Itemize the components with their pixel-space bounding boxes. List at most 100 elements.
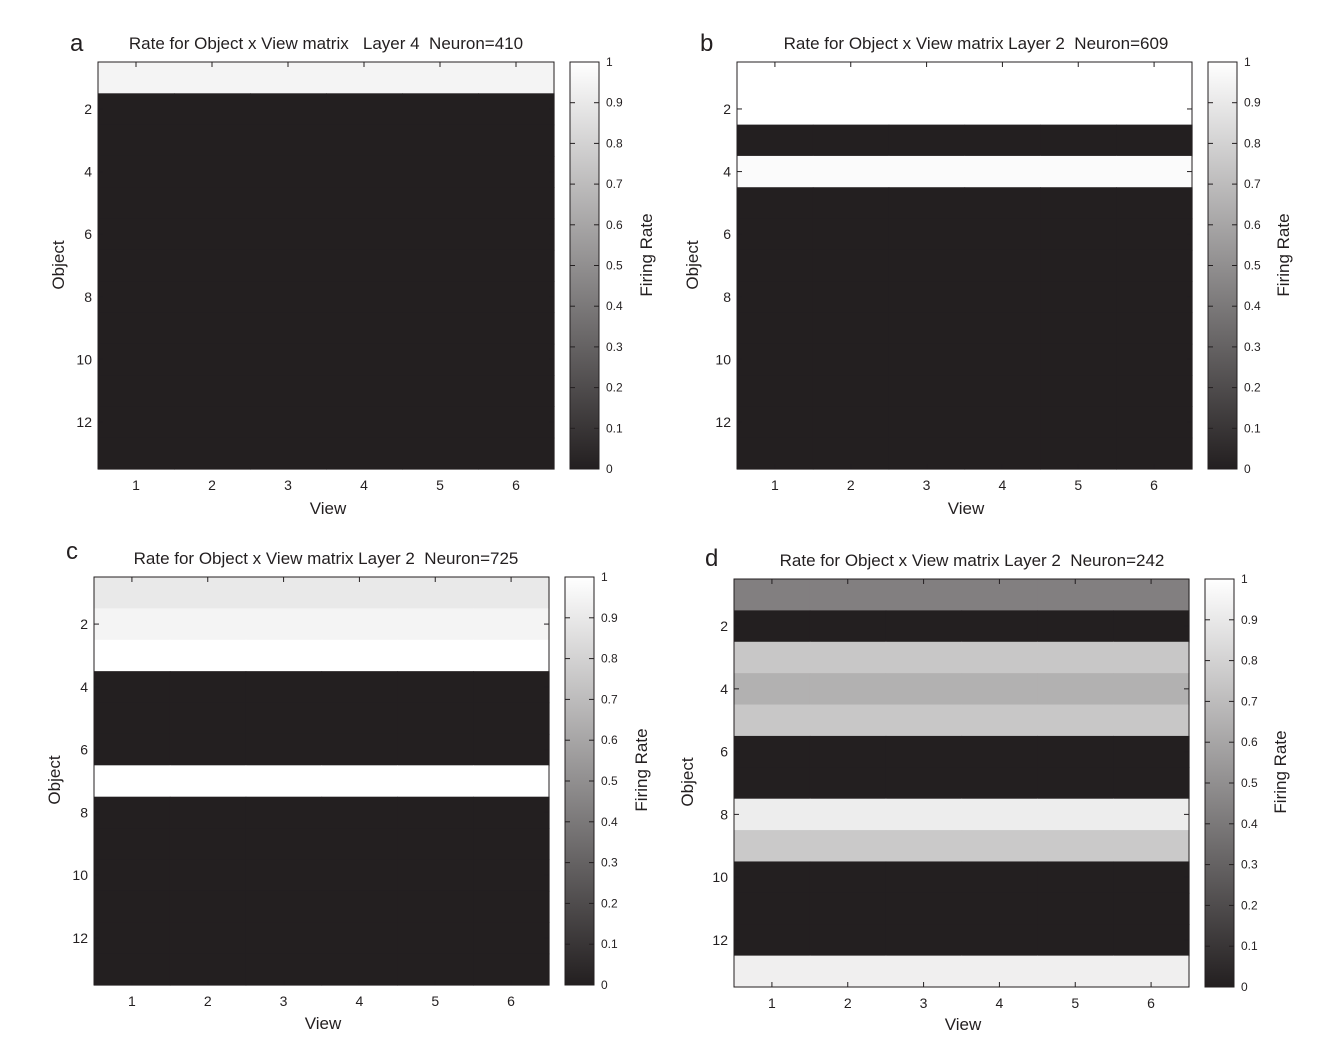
- colorbar-tick-label: 0.1: [1241, 939, 1258, 953]
- heatmap-cell: [1040, 218, 1117, 251]
- heatmap-cell: [169, 859, 247, 892]
- heatmap-cell: [809, 704, 887, 737]
- heatmap-cell: [888, 187, 966, 220]
- heatmap-cell: [169, 922, 247, 955]
- heatmap-cell: [964, 62, 1041, 94]
- y-ticks: 2 4 6 8 10 12: [715, 101, 1192, 430]
- y-ticks: 2 4 6 8 10 12: [712, 618, 1189, 948]
- heatmap-cell: [245, 671, 323, 704]
- x-tick-label: 2: [204, 993, 212, 1009]
- heatmap-cell: [812, 375, 890, 407]
- heatmap-cell: [326, 62, 403, 94]
- heatmap-cell: [169, 765, 247, 798]
- colorbar-tick-label: 0.7: [1244, 177, 1261, 191]
- x-tick-label: 3: [923, 477, 931, 493]
- colorbar-tick-label: 1: [606, 55, 613, 69]
- heatmap-cells: [734, 579, 1190, 988]
- colorbar-tick-label: 0.2: [606, 381, 623, 395]
- heatmap-cell: [326, 93, 403, 126]
- heatmap-cell: [964, 249, 1041, 282]
- heatmap-cell: [478, 406, 555, 439]
- heatmap-cell: [1116, 343, 1193, 376]
- heatmap-cell: [1037, 641, 1114, 674]
- heatmap-cell: [888, 406, 966, 439]
- heatmap-cell: [888, 281, 966, 314]
- heatmap-cell: [326, 281, 403, 314]
- x-tick-label: 3: [284, 477, 292, 493]
- heatmap-cell: [321, 922, 398, 955]
- heatmap-cells: [737, 62, 1193, 470]
- heatmap-cell: [326, 406, 403, 439]
- heatmap-cell: [473, 671, 550, 704]
- colorbar-tick-label: 1: [1244, 55, 1251, 69]
- colorbar-tick-label: 0.1: [601, 937, 618, 951]
- heatmap-cell: [961, 641, 1038, 674]
- x-tick-label: 2: [208, 477, 216, 493]
- heatmap-cell: [397, 859, 474, 892]
- heatmap-cell: [98, 62, 175, 94]
- heatmap-cell: [1113, 641, 1190, 674]
- heatmap-cell: [478, 281, 555, 314]
- heatmap-cell: [737, 187, 814, 220]
- colorbar-label: Firing Rate: [637, 213, 656, 296]
- y-ticks: 2 4 6 8 10 12: [72, 616, 549, 946]
- heatmap-cell: [961, 579, 1038, 611]
- panel-letter: c: [66, 538, 78, 565]
- colorbar-ticks: 0 0.1 0.2 0.3 0.4 0.5 0.6 0.7 0.8 0.9 1: [565, 570, 618, 992]
- heatmap-cell: [809, 798, 887, 831]
- heatmap-cell: [169, 702, 247, 735]
- colorbar-ticks: 0 0.1 0.2 0.3 0.4 0.5 0.6 0.7 0.8 0.9 1: [1205, 572, 1258, 994]
- heatmap-cell: [812, 343, 890, 376]
- heatmap-cell: [174, 93, 251, 126]
- heatmap-cell: [737, 62, 814, 94]
- x-ticks: 1 2 3 4 5 6: [128, 577, 515, 1009]
- heatmap-cell: [321, 796, 398, 829]
- colorbar-tick-label: 0.7: [1241, 694, 1258, 708]
- heatmap-cell: [478, 187, 555, 220]
- colorbar-tick-label: 0.8: [601, 652, 618, 666]
- colorbar-tick-label: 0: [1241, 980, 1248, 994]
- heatmap-cell: [885, 579, 963, 611]
- heatmap-cell: [169, 890, 247, 923]
- x-tick-label: 1: [771, 477, 779, 493]
- heatmap-cell: [1116, 62, 1193, 94]
- heatmap-cell: [1116, 124, 1193, 157]
- heatmap-cell: [98, 187, 175, 220]
- colorbar-tick-label: 0.9: [606, 96, 623, 110]
- colorbar-tick-label: 0.3: [1241, 858, 1258, 872]
- heatmap-cell: [1040, 93, 1117, 126]
- colorbar-tick-label: 0.8: [606, 136, 623, 150]
- heatmap-cell: [478, 155, 555, 188]
- heatmap-cell: [478, 375, 555, 407]
- y-ticks: 2 4 6 8 10 12: [76, 101, 554, 430]
- x-tick-label: 2: [844, 995, 852, 1011]
- colorbar-tick-label: 0: [601, 978, 608, 992]
- y-axis-label: Object: [683, 240, 702, 289]
- heatmap-cell: [473, 828, 550, 861]
- heatmap-cell: [734, 798, 811, 831]
- y-tick-label: 4: [720, 681, 728, 697]
- heatmap-cell: [94, 765, 171, 798]
- heatmap-cell: [1037, 735, 1114, 768]
- heatmap-cell: [245, 922, 323, 955]
- heatmap-cell: [809, 830, 887, 863]
- y-tick-label: 2: [84, 101, 92, 117]
- heatmap-cell: [961, 830, 1038, 863]
- heatmap-cell: [174, 155, 251, 188]
- heatmap-cell: [98, 281, 175, 314]
- x-axis-label: View: [945, 1015, 982, 1034]
- colorbar-tick-label: 0.7: [606, 177, 623, 191]
- heatmap-cell: [174, 62, 251, 94]
- heatmap-cell: [737, 155, 814, 188]
- heatmap-cell: [1037, 673, 1114, 706]
- heatmap-cell: [174, 375, 251, 407]
- heatmap-cell: [98, 124, 175, 157]
- x-tick-label: 1: [132, 477, 140, 493]
- heatmap-cell: [473, 702, 550, 735]
- colorbar-tick-label: 0.3: [601, 856, 618, 870]
- heatmap-cell: [885, 924, 963, 957]
- colorbar-tick-label: 0.5: [601, 774, 618, 788]
- heatmap-cell: [245, 733, 323, 766]
- heatmap-cell: [812, 218, 890, 251]
- heatmap-cell: [250, 124, 327, 157]
